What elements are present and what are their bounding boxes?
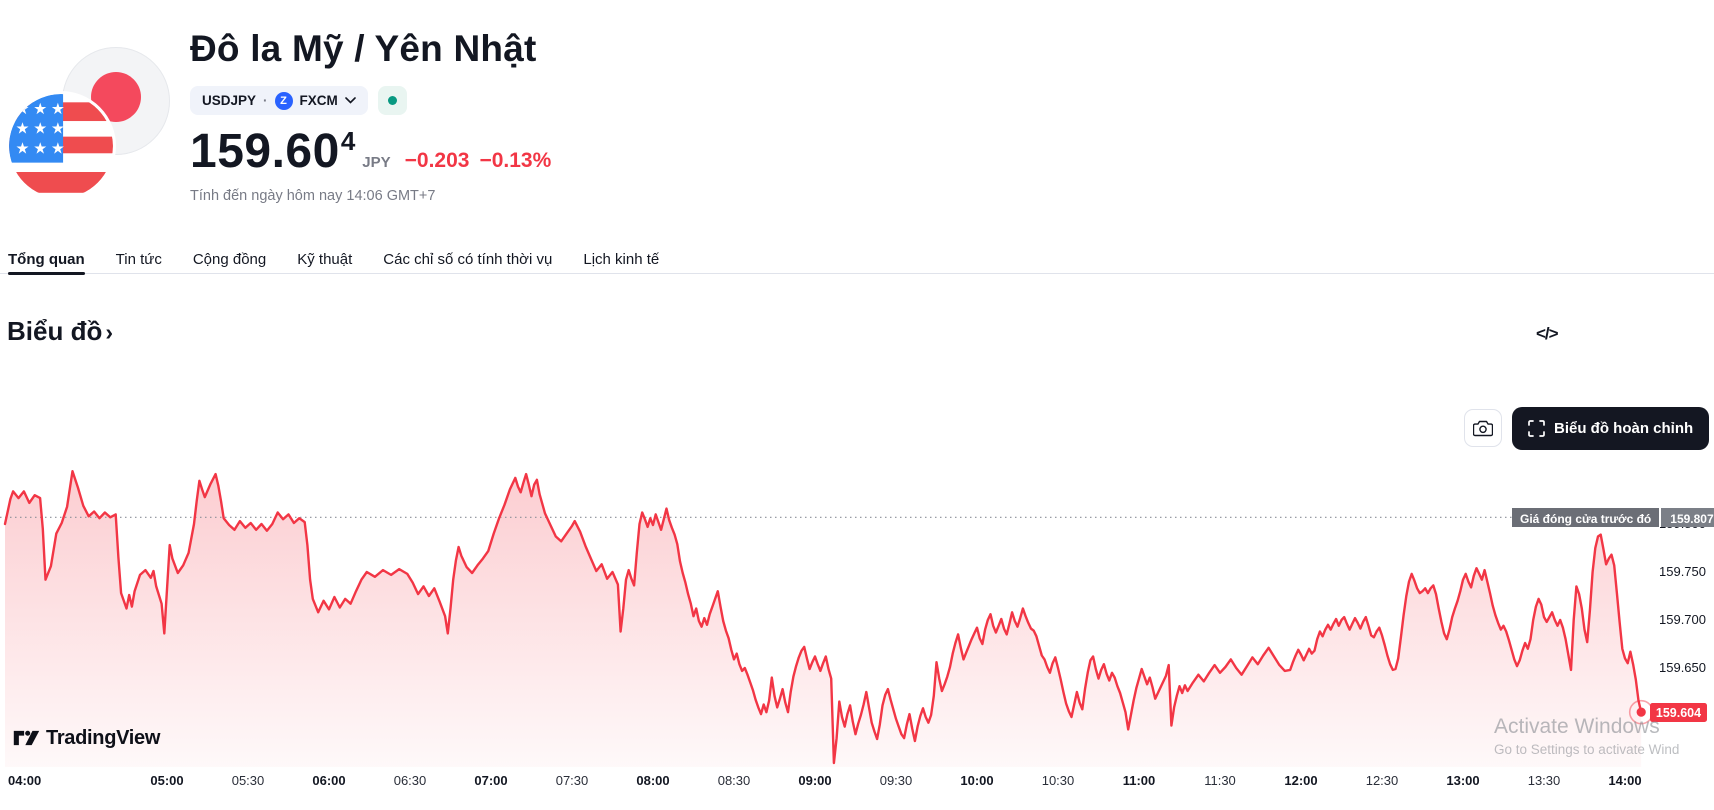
time-axis-label: 04:00 (8, 773, 42, 788)
symbol-row: USDJPY · Z FXCM (190, 86, 407, 115)
time-axis-label: 05:30 (231, 773, 265, 788)
time-axis-label: 05:00 (150, 773, 184, 788)
time-axis-label: 09:00 (798, 773, 832, 788)
price-change-percent: −0.13% (479, 149, 552, 172)
market-status-badge[interactable] (377, 86, 407, 115)
tab-cong-dong[interactable]: Cộng đồng (193, 239, 266, 273)
svg-text:★: ★ (51, 139, 65, 157)
chevron-right-icon: › (105, 319, 114, 345)
section-tabs: Tổng quan Tin tức Cộng đồng Kỹ thuật Các… (0, 239, 1714, 275)
chart-section-label: Biểu đồ (7, 316, 103, 346)
price-axis-label: 159.700 (1659, 612, 1706, 627)
svg-text:★: ★ (33, 120, 47, 138)
chart-price-line (3, 470, 1643, 765)
time-axis-label: 11:00 (1122, 773, 1156, 788)
price-change: −0.203 (404, 149, 470, 172)
tab-chi-so-thoi-vu[interactable]: Các chỉ số có tính thời vụ (383, 239, 552, 273)
tradingview-logo-icon (13, 730, 40, 746)
time-axis-label: 07:30 (555, 773, 589, 788)
last-price: 159.60 (190, 125, 340, 178)
camera-icon (1473, 420, 1493, 436)
symbol-code: USDJPY (202, 93, 257, 108)
tab-tin-tuc[interactable]: Tin tức (116, 239, 162, 273)
svg-text:★: ★ (33, 139, 47, 157)
time-axis-label: 08:30 (717, 773, 751, 788)
snapshot-button[interactable] (1464, 409, 1502, 447)
svg-text:★: ★ (16, 100, 30, 118)
fullscreen-icon (1528, 420, 1545, 437)
time-axis-label: 10:30 (1041, 773, 1075, 788)
time-axis-label: 06:00 (312, 773, 346, 788)
time-axis-label: 09:30 (879, 773, 913, 788)
market-open-dot (387, 96, 397, 105)
price-row: 159.60 4 JPY −0.203 −0.13% (190, 124, 551, 179)
svg-text:★: ★ (16, 120, 30, 138)
time-axis-label: 12:00 (1284, 773, 1318, 788)
page-title: Đô la Mỹ / Yên Nhật (190, 28, 537, 69)
time-axis-label: 06:30 (393, 773, 427, 788)
fxcm-logo-icon: Z (274, 91, 293, 110)
time-axis-label: 13:00 (1446, 773, 1480, 788)
prev-close-value: 159.807 (1659, 508, 1714, 527)
time-axis-label: 11:30 (1204, 773, 1236, 788)
full-chart-label: Biểu đồ hoàn chỉnh (1554, 420, 1694, 437)
last-price-fraction: 4 (340, 126, 356, 156)
tab-ky-thuat[interactable]: Kỹ thuật (297, 239, 352, 273)
last-price-badge: 159.604 (1650, 703, 1707, 722)
symbol-source-selector[interactable]: USDJPY · Z FXCM (190, 86, 368, 115)
svg-text:★: ★ (51, 100, 65, 118)
chart-area-fill (5, 471, 1642, 767)
price-axis-label: 159.750 (1659, 564, 1706, 579)
chart-section-title[interactable]: Biểu đồ › (7, 316, 113, 347)
last-price-halo (1628, 699, 1652, 725)
exchange-name: FXCM (299, 93, 338, 108)
time-axis-label: 10:00 (960, 773, 994, 788)
tradingview-attribution[interactable]: TradingView (13, 726, 160, 750)
currency-label: JPY (362, 154, 391, 171)
time-axis-label: 08:00 (636, 773, 670, 788)
time-axis-label: 13:30 (1527, 773, 1561, 788)
tradingview-logo-text: TradingView (46, 726, 161, 749)
last-price-dot (1636, 707, 1646, 717)
us-flag-icon: ★ ★ ★ ★ ★ ★ ★ ★ ★ (6, 91, 116, 201)
time-axis-label: 12:30 (1365, 773, 1399, 788)
svg-text:★: ★ (33, 100, 47, 118)
prev-close-label: Giá đóng cửa trước đó (1512, 508, 1660, 527)
svg-text:★: ★ (16, 139, 30, 157)
chevron-down-icon (344, 97, 356, 104)
price-axis-label: 159.650 (1659, 660, 1706, 675)
embed-code-icon[interactable]: </> (1536, 324, 1559, 343)
separator-dot: · (263, 93, 268, 108)
as-of-note: Tính đến ngày hôm nay 14:06 GMT+7 (190, 188, 436, 204)
time-axis-label: 14:00 (1608, 773, 1642, 788)
svg-text:★: ★ (51, 120, 65, 138)
prev-close-badge: Giá đóng cửa trước đó 159.807 (1512, 508, 1714, 527)
time-axis-label: 07:00 (474, 773, 508, 788)
us-flag-graphic: ★ ★ ★ ★ ★ ★ ★ ★ ★ (9, 94, 113, 198)
full-chart-button[interactable]: Biểu đồ hoàn chỉnh (1512, 407, 1710, 450)
tab-lich-kinh-te[interactable]: Lịch kinh tế (583, 239, 659, 273)
price-chart[interactable] (0, 430, 1652, 768)
tab-tong-quan[interactable]: Tổng quan (8, 239, 85, 275)
